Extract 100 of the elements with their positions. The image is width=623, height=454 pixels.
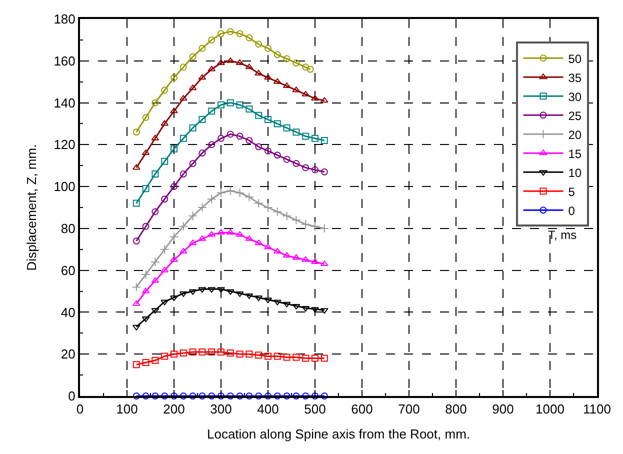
point xyxy=(152,208,159,216)
point xyxy=(152,170,159,178)
point xyxy=(217,287,225,293)
point xyxy=(274,51,281,58)
point xyxy=(302,392,310,400)
point xyxy=(292,304,300,310)
y-axis-title: Displacement, Z, mm. xyxy=(24,144,40,271)
point xyxy=(132,200,140,207)
point xyxy=(236,231,244,237)
point xyxy=(198,150,206,157)
point xyxy=(150,257,160,267)
point xyxy=(312,392,318,400)
point xyxy=(320,136,328,144)
point xyxy=(310,222,320,232)
point xyxy=(161,392,168,400)
point xyxy=(226,186,236,196)
point xyxy=(180,350,187,357)
point xyxy=(236,101,244,108)
x-axis-title: Location along Spine axis from the Root, mm. xyxy=(206,426,470,442)
point xyxy=(198,44,206,52)
point xyxy=(188,240,197,246)
point xyxy=(283,124,290,132)
point xyxy=(198,348,206,356)
point xyxy=(170,183,178,190)
point xyxy=(179,248,188,254)
point xyxy=(283,354,290,361)
point xyxy=(226,289,234,295)
point xyxy=(226,99,234,106)
point xyxy=(170,256,178,262)
point xyxy=(170,350,178,358)
legend-label: 20 xyxy=(568,128,582,142)
point xyxy=(151,134,160,140)
point xyxy=(132,300,140,306)
point xyxy=(141,270,150,280)
point xyxy=(264,352,272,360)
point xyxy=(246,136,253,144)
point xyxy=(320,168,328,176)
point xyxy=(170,108,178,114)
x-tick-label: 400 xyxy=(257,402,279,417)
point xyxy=(206,194,216,204)
point xyxy=(244,192,254,202)
point xyxy=(311,95,319,101)
y-tick-label: 160 xyxy=(54,53,76,68)
y-tick-label: 20 xyxy=(60,346,76,362)
point xyxy=(264,116,272,124)
point xyxy=(142,185,150,192)
point xyxy=(273,78,282,84)
point xyxy=(180,134,187,142)
legend-label: 10 xyxy=(568,166,582,180)
point xyxy=(208,108,216,115)
x-tick-label: 700 xyxy=(398,402,420,417)
point xyxy=(152,392,159,400)
point xyxy=(302,306,310,312)
point xyxy=(274,120,281,128)
point xyxy=(254,198,264,208)
legend-label: 25 xyxy=(568,108,582,123)
point xyxy=(198,392,206,400)
point xyxy=(142,288,150,294)
point xyxy=(208,36,216,44)
point xyxy=(312,134,318,142)
point xyxy=(246,106,253,113)
point xyxy=(302,164,310,172)
x-tick-label: 300 xyxy=(210,402,232,417)
point xyxy=(198,287,206,293)
point xyxy=(142,114,150,121)
point xyxy=(208,231,216,237)
point xyxy=(218,134,224,142)
point xyxy=(217,59,225,65)
point xyxy=(170,392,178,400)
point xyxy=(179,95,188,101)
point xyxy=(208,66,216,72)
point xyxy=(188,84,197,90)
point xyxy=(320,308,328,314)
point xyxy=(218,101,224,108)
point xyxy=(198,116,206,124)
point xyxy=(132,128,140,136)
point xyxy=(236,291,244,297)
point xyxy=(170,296,178,302)
point xyxy=(300,220,310,229)
point xyxy=(282,302,291,308)
point xyxy=(263,202,273,212)
point xyxy=(161,352,168,360)
point xyxy=(217,229,225,235)
legend-title: T, ms xyxy=(548,228,577,242)
x-tick-label: 1100 xyxy=(583,402,611,417)
legend-label: 5 xyxy=(568,184,576,199)
point xyxy=(245,235,254,241)
point xyxy=(282,252,291,258)
point xyxy=(306,66,314,73)
point xyxy=(208,287,216,293)
point xyxy=(236,30,244,38)
point xyxy=(264,74,272,80)
point xyxy=(264,44,272,52)
point xyxy=(132,282,142,292)
x-tick-label: 900 xyxy=(492,402,514,417)
point xyxy=(226,350,234,357)
y-tick-label: 120 xyxy=(54,137,76,152)
point xyxy=(226,392,234,400)
point xyxy=(180,170,187,178)
point xyxy=(254,296,263,302)
